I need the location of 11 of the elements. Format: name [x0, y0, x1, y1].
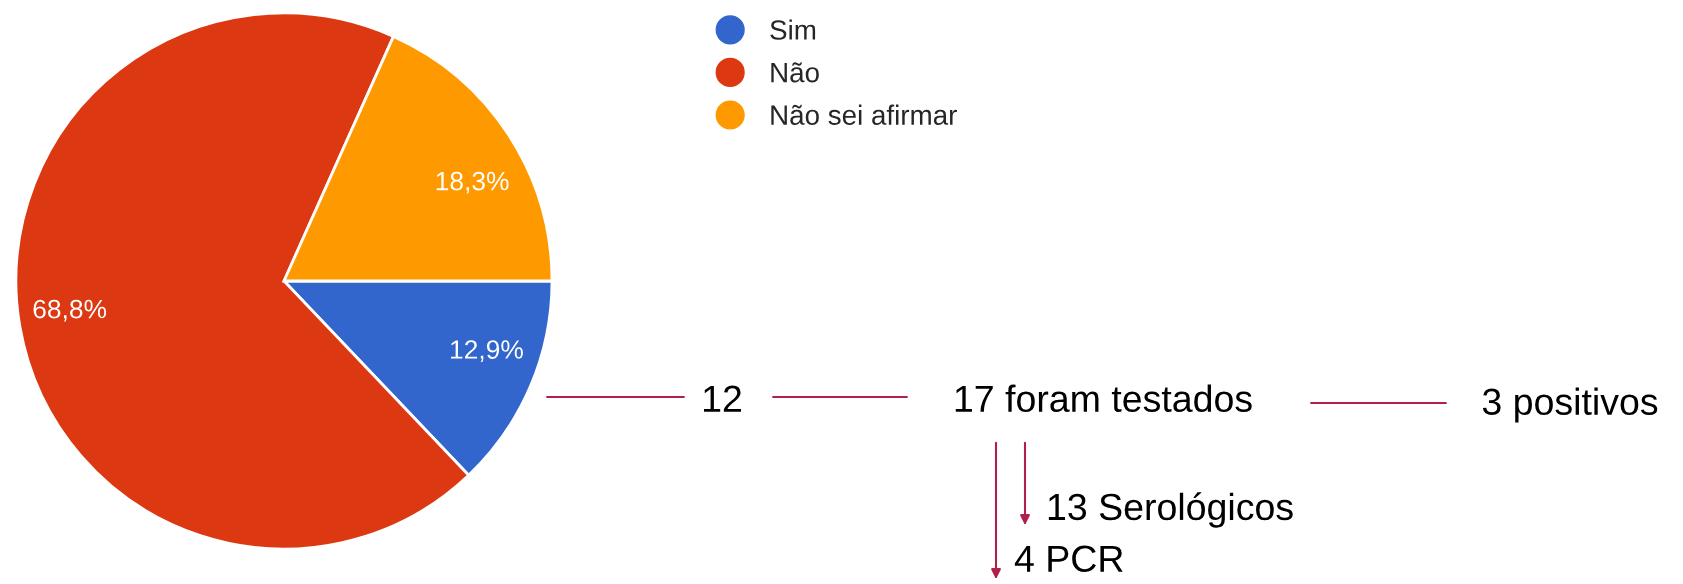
legend-label: Sim [770, 19, 816, 40]
data-label: 18,3% [436, 171, 509, 194]
text: 17 foram testados [955, 384, 1252, 413]
text: 13 Serológicos [1048, 492, 1293, 528]
text: 3 positivos [1482, 387, 1658, 423]
data-label: 12,9% [451, 340, 523, 362]
legend-label: Não [771, 62, 819, 83]
text: 12 [704, 385, 741, 412]
data-label: 68,8% [33, 299, 107, 322]
text: 4 PCR [1014, 545, 1123, 573]
legend-label: Não sei afirmar [771, 104, 957, 125]
